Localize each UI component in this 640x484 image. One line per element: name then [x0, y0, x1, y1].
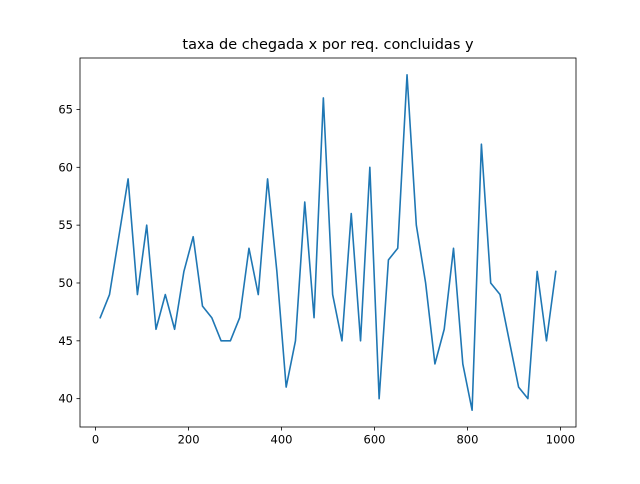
y-tick-label: 60 — [58, 160, 73, 174]
x-tick-label: 400 — [271, 433, 293, 447]
x-tick-label: 600 — [364, 433, 386, 447]
y-tick-label: 55 — [58, 218, 73, 232]
y-tick-label: 65 — [58, 102, 73, 116]
y-tick-label: 40 — [58, 392, 73, 406]
y-tick-label: 50 — [58, 276, 73, 290]
x-tick-label: 800 — [456, 433, 478, 447]
x-tick-label: 200 — [178, 433, 200, 447]
chart-title: taxa de chegada x por req. concluidas y — [182, 37, 474, 53]
x-tick-label: 0 — [92, 433, 99, 447]
y-tick-label: 45 — [58, 334, 73, 348]
x-tick-label: 1000 — [546, 433, 575, 447]
